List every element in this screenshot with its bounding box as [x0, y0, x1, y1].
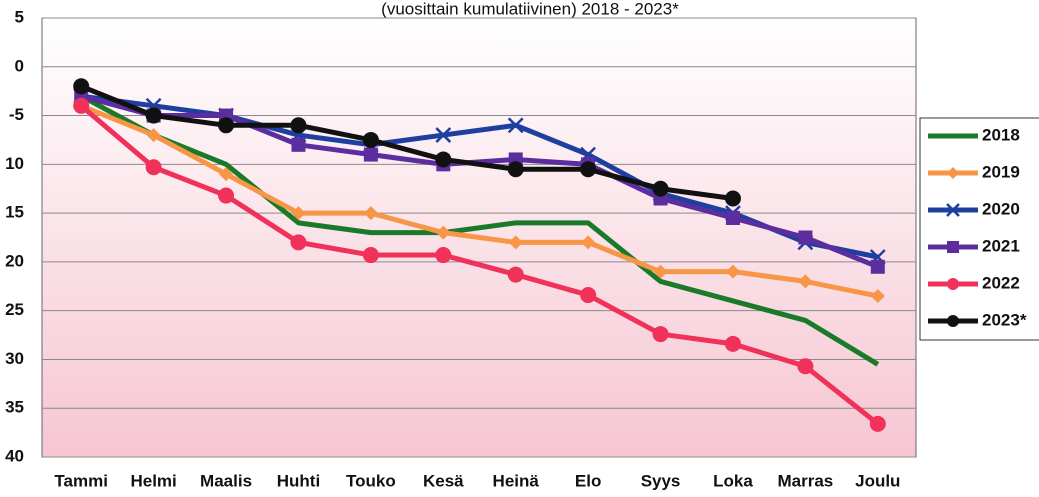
x-tick-label: Tammi	[54, 471, 108, 490]
legend-label: 2023*	[982, 310, 1027, 329]
point	[146, 128, 161, 143]
point	[798, 230, 813, 245]
y-tick-label: 25	[5, 300, 24, 319]
y-tick-label: 40	[5, 446, 24, 465]
line	[80, 103, 879, 299]
point	[725, 210, 740, 225]
point	[362, 131, 379, 148]
point	[870, 259, 885, 274]
legend-label: 2022	[982, 273, 1020, 292]
line	[80, 93, 880, 367]
legend-marker	[947, 241, 959, 253]
point	[724, 190, 741, 207]
point	[73, 97, 90, 114]
point	[508, 235, 523, 250]
point	[870, 289, 885, 304]
point	[436, 225, 451, 240]
line	[79, 103, 880, 426]
point	[652, 326, 669, 343]
x-tick-label: Kesä	[423, 471, 464, 490]
legend-label: 2021	[982, 236, 1020, 255]
x-tick-label: Elo	[575, 471, 601, 490]
point	[435, 151, 452, 168]
x-tick-label: Syys	[641, 471, 681, 490]
chart-title: (vuosittain kumulatiivinen) 2018 - 2023*	[381, 0, 679, 18]
x-tick-label: Helmi	[130, 471, 176, 490]
point	[290, 234, 307, 251]
x-tick-label: Marras	[777, 471, 833, 490]
y-tick-label: 15	[5, 203, 24, 222]
point	[507, 161, 524, 178]
point	[73, 78, 90, 95]
legend-label: 2020	[982, 199, 1020, 218]
point	[291, 137, 306, 152]
point	[581, 235, 596, 250]
legend-label: 2018	[982, 125, 1020, 144]
y-tick-label: 30	[5, 349, 24, 368]
point	[435, 127, 452, 143]
point	[724, 335, 741, 352]
y-tick-label: 10	[5, 154, 24, 173]
point	[363, 206, 378, 221]
legend	[919, 117, 1039, 341]
point	[653, 264, 668, 279]
point	[290, 117, 307, 134]
y-tick-label: 35	[5, 398, 24, 417]
point	[652, 180, 669, 197]
point	[507, 117, 524, 134]
point	[218, 117, 235, 134]
point	[145, 159, 162, 176]
point	[507, 266, 524, 283]
x-tick-label: Loka	[713, 471, 753, 490]
legend-marker	[947, 167, 959, 179]
x-tick-label: Joulu	[855, 471, 900, 490]
point	[580, 161, 597, 178]
x-tick-label: Heinä	[493, 471, 540, 490]
x-tick-label: Huhti	[277, 471, 320, 490]
y-tick-label: 5	[15, 7, 24, 26]
point	[797, 358, 814, 375]
x-tick-label: Maalis	[200, 471, 252, 490]
legend-marker	[946, 203, 960, 217]
point	[291, 206, 306, 221]
x-tick-label: Touko	[346, 471, 396, 490]
point	[798, 274, 813, 289]
point	[218, 187, 235, 204]
y-tick-label: -5	[9, 105, 24, 124]
point	[869, 415, 886, 432]
legend-marker	[947, 278, 959, 290]
point	[362, 247, 379, 264]
y-tick-label: 0	[15, 56, 24, 75]
point	[435, 247, 452, 264]
point	[580, 287, 597, 304]
line	[80, 83, 734, 201]
legend-marker	[947, 315, 959, 327]
y-tick-label: 20	[5, 251, 24, 270]
point	[145, 107, 162, 124]
point	[725, 264, 740, 279]
legend-label: 2019	[982, 162, 1020, 181]
point	[363, 147, 378, 162]
point	[219, 167, 234, 182]
